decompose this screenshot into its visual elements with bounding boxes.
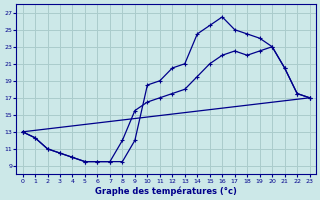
X-axis label: Graphe des températures (°c): Graphe des températures (°c) xyxy=(95,186,237,196)
